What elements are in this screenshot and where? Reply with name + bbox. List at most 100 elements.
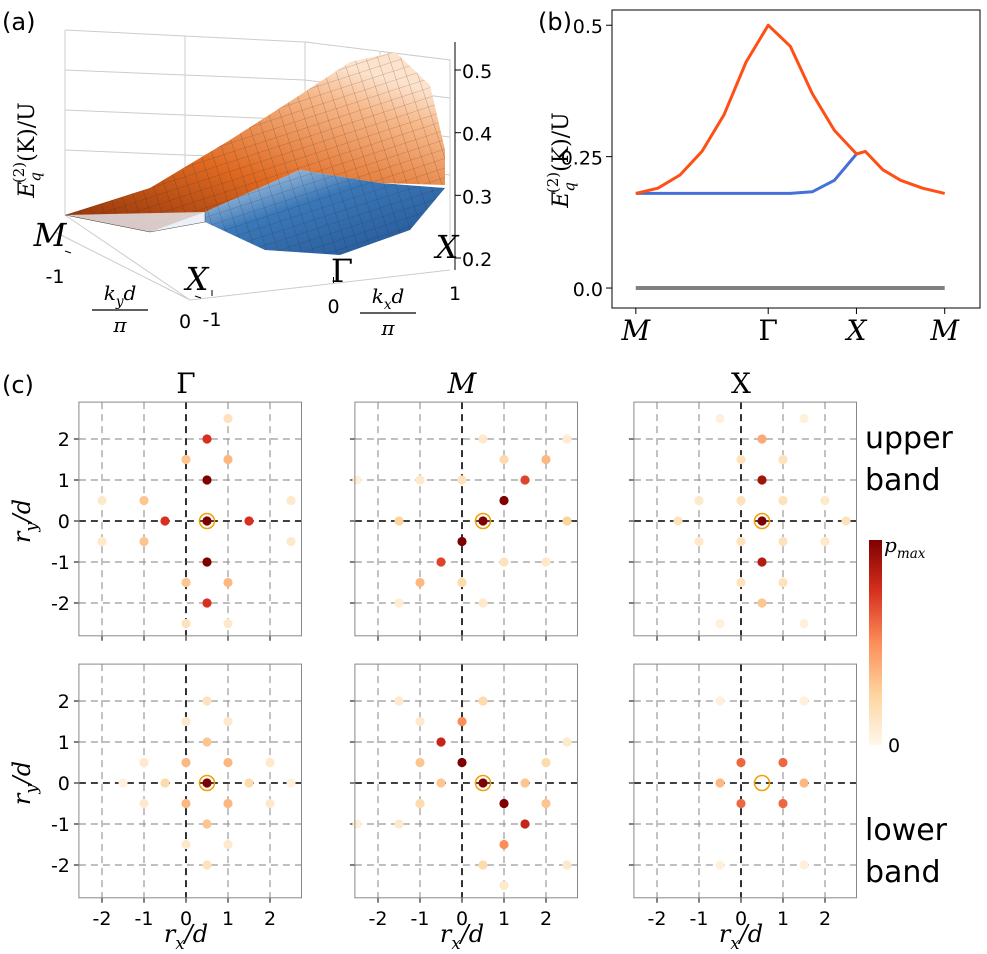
y-axis-label: Eq(2)(K)/U — [544, 112, 579, 208]
site-dot — [223, 798, 233, 809]
x-axis-label: rx/d — [440, 920, 484, 953]
y-tick-label: -1 — [46, 266, 65, 288]
y-axis-label-sub: y — [22, 522, 41, 533]
site-dot — [118, 778, 128, 788]
x-tick-label: X — [844, 314, 867, 347]
ylabel-numerator-rest: d — [124, 281, 137, 305]
site-dot — [202, 557, 212, 567]
z-axis-label-base: E — [15, 182, 40, 199]
site-dot — [736, 536, 746, 547]
site-dot — [394, 696, 404, 706]
site-dot — [160, 516, 170, 526]
reference-site — [198, 774, 216, 792]
site-dot — [181, 454, 191, 465]
site-dot — [715, 696, 725, 706]
site-dot — [181, 618, 191, 629]
site-dot — [202, 598, 212, 608]
site-dot — [715, 618, 725, 629]
site-dot — [778, 536, 788, 547]
site-dot — [757, 557, 767, 567]
site-dot — [757, 434, 767, 444]
y-tick-label: 2 — [58, 691, 70, 713]
site-dot — [436, 557, 446, 567]
site-dot — [736, 454, 746, 465]
site-dot — [478, 778, 488, 788]
z-tick-label: 0.3 — [462, 186, 492, 208]
z-axis-label: Eq(2)(K)/U — [10, 102, 45, 198]
site-dot — [757, 598, 767, 608]
row-label: band — [865, 855, 940, 890]
site-dot — [457, 716, 467, 727]
point-label: X — [183, 260, 210, 298]
site-dot — [694, 495, 704, 506]
site-dot — [139, 798, 149, 809]
column-title: M — [447, 367, 478, 400]
colorbar — [869, 540, 882, 745]
site-dot — [181, 757, 191, 768]
y-axis-label-rest: /d — [8, 499, 36, 524]
z-tick-label: 0.2 — [462, 249, 492, 271]
series-line — [635, 153, 858, 195]
row-label: lower — [865, 813, 948, 848]
z-tick-label: 0.4 — [462, 124, 492, 146]
site-dot — [415, 798, 425, 809]
site-dot — [265, 757, 275, 768]
site-dot — [736, 798, 746, 809]
x-tick-label: -2 — [648, 908, 667, 930]
site-dot — [541, 798, 551, 809]
site-dot — [673, 516, 683, 526]
plot-frame — [78, 663, 303, 899]
site-dot — [499, 495, 509, 506]
y-tick-label: -1 — [51, 552, 70, 574]
site-dot — [394, 819, 404, 829]
site-dot — [202, 819, 212, 829]
site-dot — [715, 413, 725, 424]
site-dot — [820, 495, 830, 506]
site-dot — [799, 696, 809, 706]
y-tick — [194, 295, 202, 299]
y-axis-label-sup: (2) — [544, 172, 562, 193]
site-dot — [394, 598, 404, 608]
subplot: -2 -1 0 1 2 — [628, 663, 858, 930]
x-axis-label-sub: x — [730, 934, 739, 953]
ylabel-numerator: kyd — [104, 281, 137, 310]
x-tick-label: -1 — [135, 908, 154, 930]
y-tick-label: 2 — [58, 429, 70, 451]
site-dot — [223, 757, 233, 768]
y-tick-label: 0 — [58, 511, 70, 533]
x-tick-label: -2 — [369, 908, 388, 930]
x-tick-label: 0 — [456, 908, 468, 930]
y-axis-label-rest: /d — [8, 761, 36, 786]
site-dot — [415, 757, 425, 768]
reference-site — [198, 512, 216, 530]
y-tick-label: 1 — [58, 470, 70, 492]
site-dot — [715, 778, 725, 788]
subplot — [628, 401, 858, 641]
ylabel-numerator-sub: y — [115, 294, 124, 310]
subplot: -2 -1 0 1 2 — [349, 663, 578, 930]
plot-frame — [633, 401, 858, 637]
site-dot — [562, 434, 572, 444]
panel-label: (c) — [2, 371, 34, 399]
site-dot — [778, 454, 788, 465]
z-tick-label: 0.5 — [462, 61, 492, 83]
site-dot — [139, 495, 149, 506]
site-dot — [562, 516, 572, 526]
site-dot — [223, 577, 233, 588]
site-dot — [520, 475, 530, 485]
site-dot — [457, 757, 467, 768]
site-dot — [202, 860, 212, 870]
site-dot — [778, 798, 788, 809]
site-dot — [715, 860, 725, 870]
x-axis-label: rx/d — [719, 920, 763, 953]
xlabel-numerator-base: k — [372, 284, 384, 308]
reference-site — [753, 512, 771, 530]
xlabel-numerator: kxd — [372, 284, 405, 313]
y-axis-label: ry/d — [8, 761, 41, 805]
site-dot — [799, 413, 809, 424]
x-tick-label: M — [620, 314, 651, 347]
site-dot — [736, 757, 746, 768]
x-tick-label: -1 — [203, 309, 222, 331]
subplot: -2 -1 0 1 2 -2 -1 0 1 2 — [51, 663, 303, 930]
site-dot — [415, 577, 425, 588]
